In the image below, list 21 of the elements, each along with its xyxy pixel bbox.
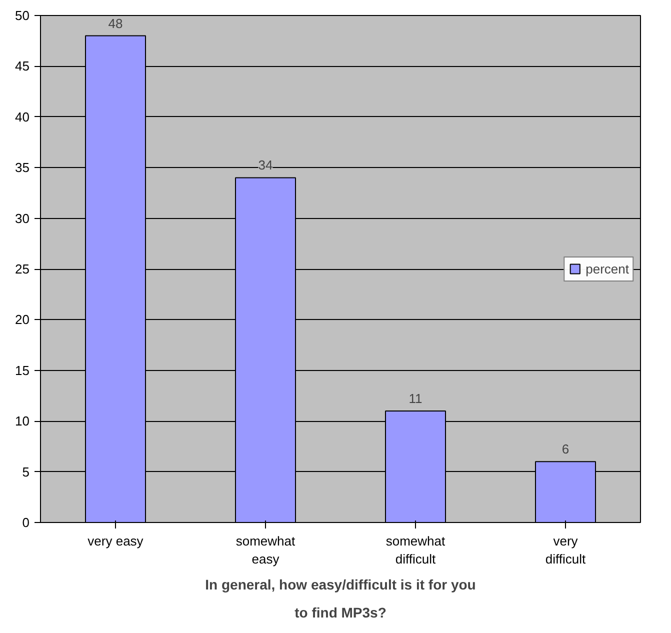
x-tick-label: somewhat difficult <box>386 534 446 566</box>
y-tick-label: 35 <box>15 160 30 176</box>
data-label: 11 <box>408 390 422 406</box>
data-label: 34 <box>258 158 273 173</box>
y-tick-label: 10 <box>15 414 30 429</box>
y-tick-label: 20 <box>15 312 30 328</box>
y-tick-label: 40 <box>15 109 30 124</box>
y-tick-label: 0 <box>22 515 30 530</box>
data-label: 48 <box>108 16 123 31</box>
x-tick-label: very difficult <box>545 534 586 566</box>
x-tick-label: very easy <box>88 534 144 548</box>
y-tick-label: 5 <box>22 464 30 480</box>
legend-label: percent <box>586 261 629 276</box>
y-tick-label: 15 <box>15 362 30 378</box>
y-tick-label: 25 <box>15 262 30 276</box>
y-tick-label: 50 <box>15 8 30 23</box>
y-tick-label: 45 <box>15 58 30 74</box>
x-tick-label: somewhat easy <box>236 534 296 566</box>
y-tick-label: 30 <box>15 210 30 226</box>
data-label: 6 <box>562 442 570 457</box>
text: In general, how easy/difficult is it for you to find MP3s? <box>205 576 476 620</box>
